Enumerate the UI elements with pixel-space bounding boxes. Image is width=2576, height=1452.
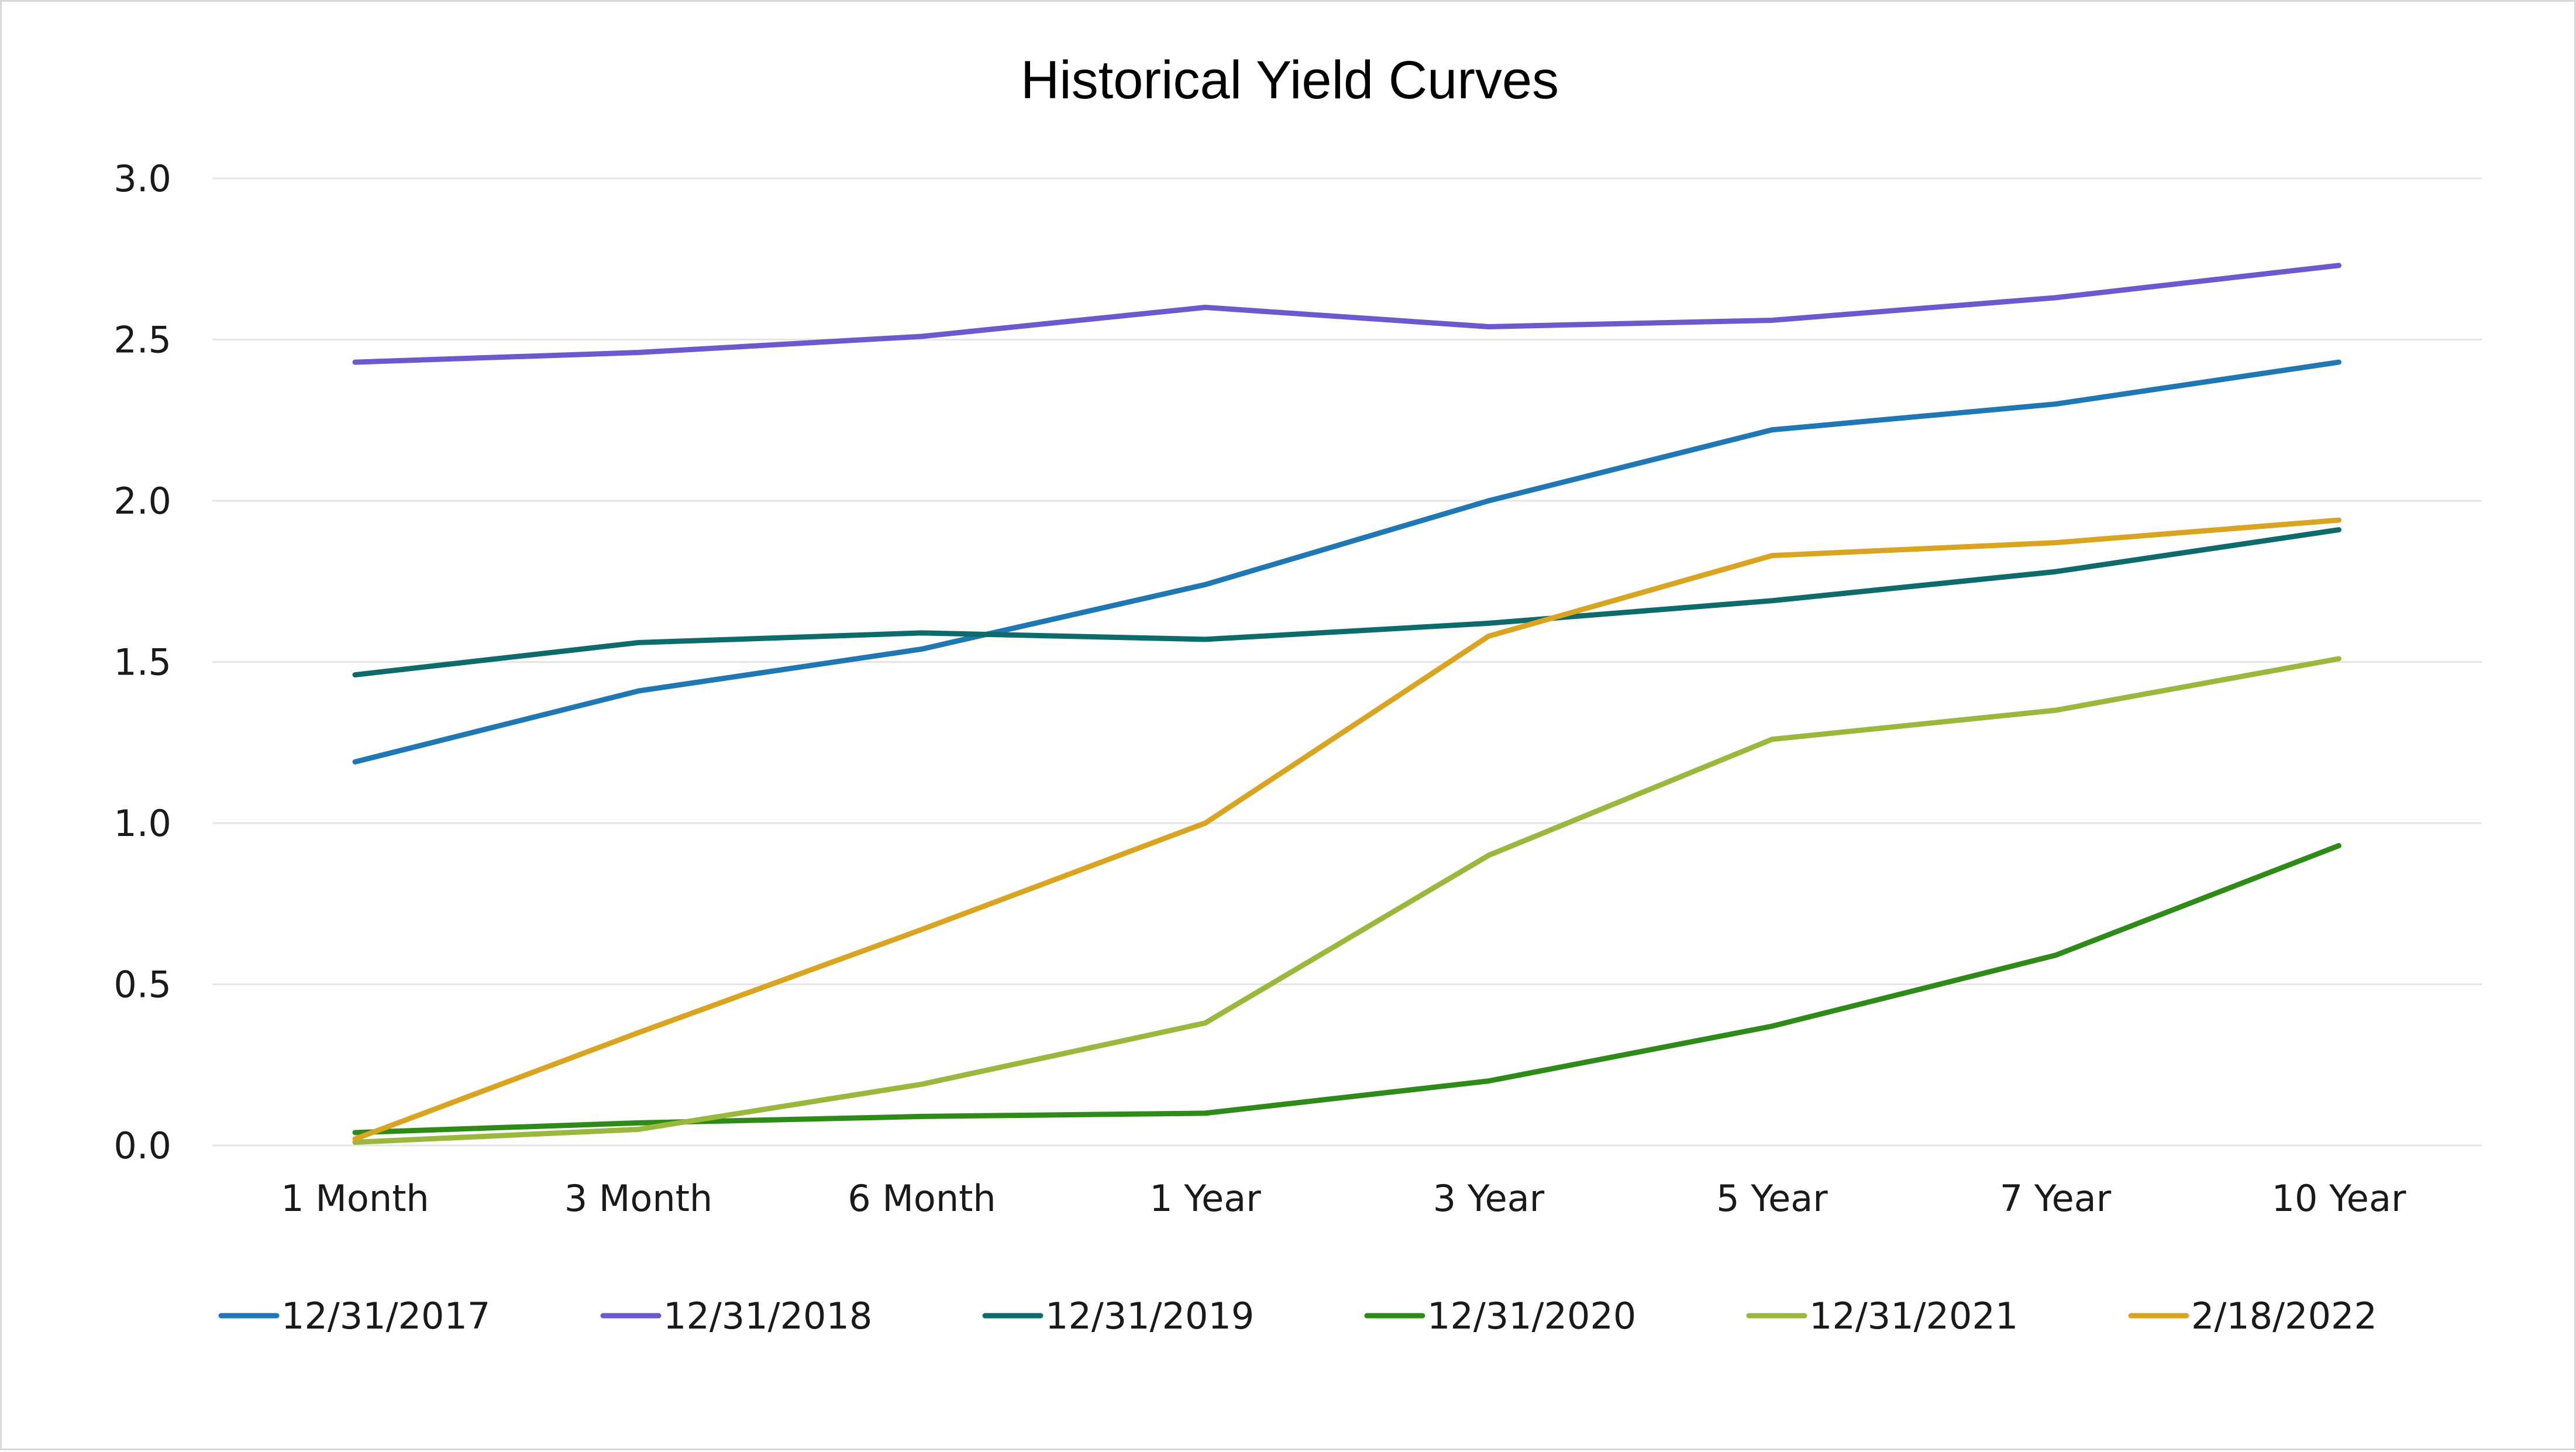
series-lines [352, 263, 2341, 1145]
y-axis-ticks: 0.0 0.5 1.0 1.5 2.0 2.5 3.0 [113, 157, 171, 1167]
legend-label-4: 12/31/2021 [1809, 1295, 2018, 1337]
y-tick-label: 1.0 [113, 802, 171, 845]
x-axis-ticks: 1 Month 3 Month 6 Month 1 Year 3 Year 5 Year 7… [281, 1177, 2406, 1220]
y-tick-label: 1.5 [113, 641, 171, 684]
legend: 12/31/2017 12/31/2018 12/31/2019 12/31/2020… [218, 1295, 2377, 1337]
x-tick-label: 10 Year [2272, 1177, 2406, 1220]
y-tick-label: 2.5 [113, 319, 171, 362]
x-tick-label: 1 Year [1149, 1177, 1261, 1220]
y-tick-label: 2.0 [113, 480, 171, 522]
gridlines [212, 177, 2482, 1147]
y-tick-label: 3.0 [113, 157, 171, 200]
legend-label-0: 12/31/2017 [281, 1295, 490, 1337]
series-line-3 [352, 843, 2341, 1136]
series-line-4 [352, 656, 2341, 1145]
x-tick-label: 6 Month [848, 1177, 996, 1220]
y-tick-label: 0.5 [113, 964, 171, 1006]
x-tick-label: 1 Month [281, 1177, 429, 1220]
legend-label-5: 2/18/2022 [2191, 1295, 2377, 1337]
legend-label-3: 12/31/2020 [1427, 1295, 1636, 1337]
series-line-0 [352, 359, 2341, 765]
y-tick-label: 0.0 [113, 1124, 171, 1167]
series-line-1 [352, 263, 2341, 365]
series-line-2 [352, 527, 2341, 678]
x-tick-label: 5 Year [1716, 1177, 1828, 1220]
series-line-5 [352, 517, 2341, 1142]
legend-label-1: 12/31/2018 [663, 1295, 872, 1337]
x-tick-label: 3 Month [564, 1177, 712, 1220]
chart-title: Historical Yield Curves [1021, 50, 1559, 110]
legend-label-2: 12/31/2019 [1045, 1295, 1254, 1337]
x-tick-label: 3 Year [1433, 1177, 1545, 1220]
x-tick-label: 7 Year [2000, 1177, 2112, 1220]
